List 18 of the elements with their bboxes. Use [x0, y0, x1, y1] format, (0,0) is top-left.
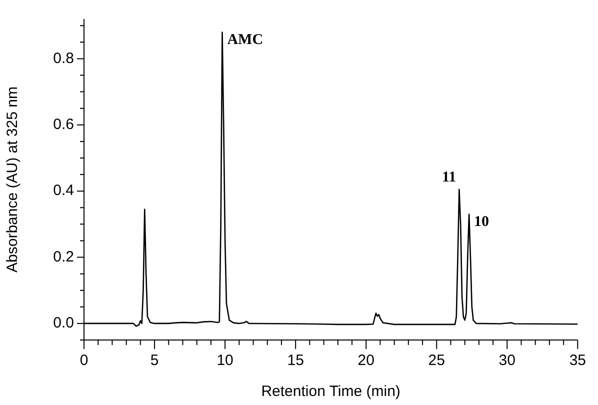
annotation: 10 — [474, 214, 490, 230]
x-tick-label: 10 — [216, 352, 234, 370]
x-tick-label: 35 — [569, 352, 586, 370]
y-tick-label: 0.2 — [53, 248, 74, 266]
annotation: AMC — [227, 32, 264, 48]
x-axis-title: Retention Time (min) — [261, 383, 400, 400]
x-tick-label: 20 — [358, 352, 374, 370]
y-tick-label: 0.6 — [53, 116, 74, 134]
y-axis-title: Absorbance (AU) at 325 nm — [4, 86, 22, 272]
annotation: 11 — [442, 169, 456, 186]
x-tick-label: 0 — [80, 352, 88, 370]
x-tick-label: 15 — [287, 352, 304, 370]
y-tick-label: 0.0 — [53, 314, 74, 332]
x-tick-label: 25 — [428, 352, 445, 370]
y-tick-label: 0.8 — [53, 50, 74, 67]
y-tick-label: 0.4 — [53, 182, 74, 200]
x-tick-label: 5 — [150, 352, 159, 370]
x-tick-label: 30 — [498, 352, 516, 370]
